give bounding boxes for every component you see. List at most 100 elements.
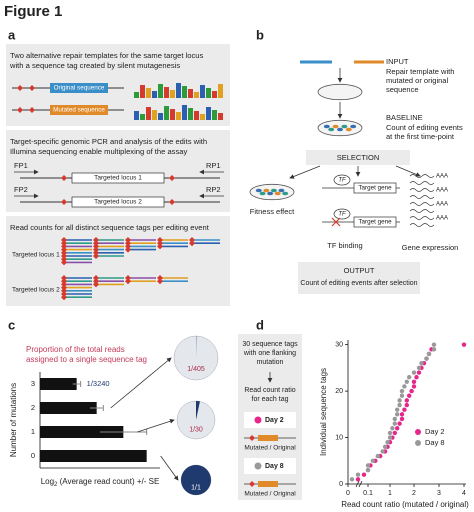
site-marker <box>61 284 67 291</box>
label: Count of editing events after selection <box>300 280 417 287</box>
label: Mutated / Original <box>244 445 296 452</box>
label: with one flanking <box>243 350 296 357</box>
site-marker <box>93 237 99 243</box>
site-marker <box>93 240 99 247</box>
y-axis-label: Number of mutations <box>9 383 18 457</box>
logo-letter <box>140 114 145 120</box>
label: OUTPUT <box>344 266 375 275</box>
mrna <box>409 216 435 220</box>
logo-letter <box>158 113 163 120</box>
label: for each tag <box>252 396 289 403</box>
logo-letter <box>188 89 193 98</box>
bar <box>40 450 147 462</box>
label: Targeted locus 2 <box>12 287 60 294</box>
mrna <box>409 195 435 199</box>
point <box>416 370 422 375</box>
mrna <box>409 174 435 178</box>
y-tick-label: 10 <box>335 434 343 441</box>
site-marker <box>189 240 195 247</box>
logo-letter <box>152 110 157 120</box>
site-marker <box>249 435 255 441</box>
arrow <box>160 455 179 481</box>
point <box>404 379 409 385</box>
pie-label: 1/1 <box>191 484 201 491</box>
cell <box>328 127 335 132</box>
site-marker <box>93 246 99 253</box>
point <box>402 384 407 389</box>
point <box>395 412 400 417</box>
figure-title: Figure 1 <box>4 3 62 20</box>
x-axis-label-part: (Average read count) +/- SE <box>57 477 159 486</box>
pie-label: 1/405 <box>187 366 205 373</box>
pie-label: 1/30 <box>189 426 203 433</box>
cell <box>337 127 343 132</box>
site-marker <box>249 481 255 487</box>
label: Read count ratio <box>244 387 295 394</box>
mrna <box>409 181 435 185</box>
point <box>399 416 405 422</box>
site-marker <box>93 253 99 259</box>
site-marker <box>17 107 23 113</box>
point <box>414 374 419 380</box>
day-dot <box>254 416 262 424</box>
point <box>411 384 417 389</box>
cell <box>278 188 285 193</box>
point <box>397 421 402 426</box>
polya-label: AAA <box>436 174 448 180</box>
y-tick-label: 1 <box>31 427 35 436</box>
logo-letter <box>164 106 169 120</box>
box <box>6 216 230 306</box>
point <box>399 412 405 417</box>
site-marker <box>125 240 131 247</box>
logo-letter <box>134 111 139 120</box>
point <box>392 430 397 436</box>
legend-marker <box>415 440 421 446</box>
label: BASELINE <box>386 113 423 122</box>
point <box>355 477 361 482</box>
cell <box>282 191 289 196</box>
mrna <box>409 202 435 206</box>
cell <box>350 124 357 129</box>
gene <box>353 182 397 194</box>
panel-letter: c <box>8 317 15 332</box>
site-marker <box>61 256 67 263</box>
cell <box>270 188 277 193</box>
point <box>416 365 422 371</box>
cell <box>259 191 266 196</box>
mrna <box>409 209 435 213</box>
point <box>411 370 417 375</box>
tag <box>258 435 278 441</box>
site-marker <box>61 246 67 253</box>
site-marker <box>157 243 163 250</box>
cell <box>332 124 339 129</box>
site-marker <box>61 278 67 285</box>
axis-break <box>358 480 363 488</box>
point <box>397 402 402 408</box>
label: Target gene <box>358 185 392 192</box>
site-marker <box>157 275 163 281</box>
x-tick-label: 3 <box>437 490 441 497</box>
x-tick-label: 0.1 <box>363 490 373 497</box>
tf <box>333 174 351 186</box>
arrow <box>137 418 175 433</box>
cell <box>255 188 262 193</box>
logo-letter <box>212 110 217 120</box>
label: TF binding <box>327 241 362 250</box>
legend-label: Day 2 <box>425 427 445 436</box>
logo-letter <box>164 87 169 98</box>
point <box>365 467 371 473</box>
label: Count of editing events <box>386 123 463 132</box>
arrow <box>289 165 321 179</box>
legend-marker <box>415 429 421 435</box>
label: mutated or original <box>386 76 448 85</box>
label: Repair template with <box>386 67 454 76</box>
logo-letter <box>212 91 217 98</box>
site-marker <box>189 237 195 243</box>
site-marker <box>61 253 67 259</box>
cell <box>263 188 270 193</box>
logo-letter <box>134 92 139 98</box>
y-tick-label: 2 <box>31 403 35 412</box>
logo-letter <box>218 84 223 98</box>
site-marker <box>125 246 131 253</box>
